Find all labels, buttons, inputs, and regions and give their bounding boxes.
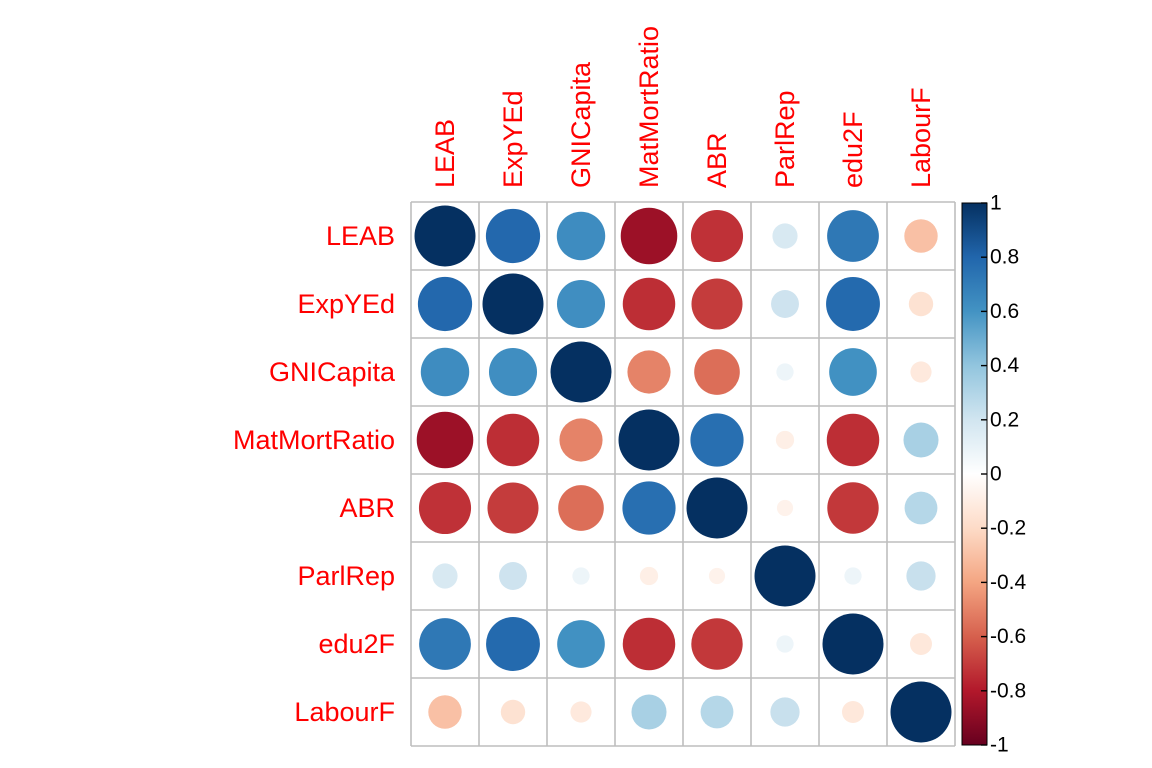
corr-circle-ParlRep-MatMortRatio bbox=[639, 566, 659, 586]
corr-circle-LEAB-MatMortRatio bbox=[620, 207, 678, 265]
corr-circle-GNICapita-GNICapita bbox=[550, 341, 612, 403]
corr-circle-ABR-MatMortRatio bbox=[622, 481, 676, 535]
corr-circle-MatMortRatio-ExpYEd bbox=[486, 413, 540, 467]
corr-circle-ParlRep-LEAB bbox=[432, 563, 458, 589]
row-label: LabourF bbox=[294, 697, 395, 727]
column-label: LEAB bbox=[430, 119, 460, 188]
row-label: GNICapita bbox=[269, 357, 396, 387]
corr-circle-ParlRep-edu2F bbox=[844, 567, 862, 585]
corr-circle-ExpYEd-LEAB bbox=[417, 276, 473, 332]
corr-circle-MatMortRatio-ABR bbox=[690, 413, 744, 467]
corr-circle-GNICapita-ABR bbox=[694, 349, 740, 395]
corr-circle-LabourF-MatMortRatio bbox=[631, 694, 667, 730]
corr-circle-ParlRep-GNICapita bbox=[572, 567, 590, 585]
corr-circle-ABR-LabourF bbox=[904, 491, 938, 525]
row-labels: LEAB ExpYEd GNICapita MatMortRatio ABR ParlRe… bbox=[233, 221, 396, 727]
corr-circle-LEAB-ExpYEd bbox=[485, 208, 541, 264]
legend-tick-label: 0.6 bbox=[990, 300, 1019, 323]
corr-circle-ABR-ParlRep bbox=[776, 499, 794, 517]
corr-circle-LabourF-ExpYEd bbox=[500, 699, 526, 725]
corr-circle-ParlRep-ABR bbox=[708, 567, 726, 585]
corr-circle-ExpYEd-GNICapita bbox=[556, 279, 606, 329]
corr-circle-ExpYEd-ParlRep bbox=[771, 290, 799, 318]
corr-circle-edu2F-MatMortRatio bbox=[622, 617, 676, 671]
corr-circle-ParlRep-LabourF bbox=[906, 561, 936, 591]
corr-circle-GNICapita-ExpYEd bbox=[488, 347, 538, 397]
corr-circle-LabourF-LabourF bbox=[890, 681, 952, 743]
row-label: ExpYEd bbox=[297, 289, 395, 319]
column-label: ExpYEd bbox=[498, 90, 528, 188]
corr-circle-GNICapita-edu2F bbox=[829, 348, 877, 396]
corr-circle-LabourF-GNICapita bbox=[570, 701, 592, 723]
legend-tick-label: -0.8 bbox=[990, 679, 1026, 702]
row-label: ParlRep bbox=[297, 561, 395, 591]
corr-circle-LabourF-ABR bbox=[700, 695, 734, 729]
corr-circle-MatMortRatio-LabourF bbox=[903, 422, 939, 458]
legend-tick-label: -0.4 bbox=[990, 571, 1027, 594]
corr-circle-GNICapita-MatMortRatio bbox=[627, 350, 671, 394]
corr-circle-ExpYEd-edu2F bbox=[826, 277, 880, 331]
row-label: edu2F bbox=[318, 629, 395, 659]
corr-circle-ABR-ExpYEd bbox=[487, 482, 539, 534]
column-label: ABR bbox=[702, 132, 732, 188]
legend-tick-label: -1 bbox=[990, 734, 1009, 757]
corr-circle-ParlRep-ParlRep bbox=[754, 545, 816, 607]
corr-circle-GNICapita-LabourF bbox=[910, 361, 932, 383]
corr-circle-LabourF-ParlRep bbox=[770, 697, 800, 727]
corr-circle-LabourF-LEAB bbox=[428, 695, 462, 729]
color-legend: 1 0.8 0.6 0.4 0.2 0 -0.2 -0.4 -0.6 -0.8 -1 bbox=[961, 192, 1027, 757]
corr-circle-ABR-LEAB bbox=[418, 481, 472, 535]
corr-circle-LEAB-LabourF bbox=[904, 219, 938, 253]
corr-circle-MatMortRatio-ParlRep bbox=[775, 430, 795, 450]
corr-circle-MatMortRatio-edu2F bbox=[826, 413, 880, 467]
corr-circle-ParlRep-ExpYEd bbox=[499, 562, 527, 590]
legend-tick-label: 1 bbox=[990, 192, 1002, 215]
grid-layer bbox=[410, 201, 956, 747]
corr-circle-edu2F-ExpYEd bbox=[486, 617, 540, 671]
column-label: ParlRep bbox=[770, 90, 800, 188]
corr-circle-ABR-GNICapita bbox=[558, 485, 604, 531]
corr-circle-edu2F-ParlRep bbox=[776, 635, 794, 653]
column-label: edu2F bbox=[838, 111, 868, 188]
column-label: LabourF bbox=[906, 87, 936, 188]
column-labels: LEAB ExpYEd GNICapita MatMortRatio ABR ParlRe… bbox=[430, 26, 936, 188]
corr-circle-edu2F-LabourF bbox=[910, 633, 932, 655]
corr-circle-MatMortRatio-LEAB bbox=[416, 411, 474, 469]
row-label: MatMortRatio bbox=[233, 425, 395, 455]
circle-layer bbox=[414, 205, 952, 743]
corr-circle-LEAB-GNICapita bbox=[556, 211, 606, 261]
corr-circle-edu2F-edu2F bbox=[822, 613, 884, 675]
legend-tick-label: 0.4 bbox=[990, 354, 1020, 377]
corr-circle-LEAB-ABR bbox=[690, 209, 744, 263]
column-label: MatMortRatio bbox=[634, 26, 664, 188]
corr-circle-GNICapita-ParlRep bbox=[776, 363, 794, 381]
corr-circle-MatMortRatio-GNICapita bbox=[559, 418, 603, 462]
corr-circle-LEAB-ParlRep bbox=[772, 223, 798, 249]
corr-circle-MatMortRatio-MatMortRatio bbox=[618, 409, 680, 471]
legend-tick-label: 0 bbox=[990, 463, 1002, 486]
corr-circle-edu2F-ABR bbox=[691, 618, 743, 670]
corr-circle-GNICapita-LEAB bbox=[420, 347, 470, 397]
legend-tick-label: -0.6 bbox=[990, 625, 1026, 648]
corr-circle-LabourF-edu2F bbox=[842, 701, 864, 723]
legend-tick-label: 0.8 bbox=[990, 246, 1019, 269]
corr-circle-ExpYEd-MatMortRatio bbox=[622, 277, 676, 331]
corr-circle-ExpYEd-ABR bbox=[691, 278, 743, 330]
corr-circle-ABR-ABR bbox=[686, 477, 748, 539]
column-label: GNICapita bbox=[566, 61, 596, 188]
corr-circle-ExpYEd-ExpYEd bbox=[482, 273, 544, 335]
corr-circle-edu2F-GNICapita bbox=[557, 620, 605, 668]
corr-circle-ABR-edu2F bbox=[827, 482, 879, 534]
legend-tick-label: -0.2 bbox=[990, 517, 1026, 540]
corr-circle-LEAB-LEAB bbox=[414, 205, 476, 267]
corr-circle-edu2F-LEAB bbox=[419, 618, 471, 670]
row-label: ABR bbox=[339, 493, 395, 523]
row-label: LEAB bbox=[326, 221, 395, 251]
corr-circle-LEAB-edu2F bbox=[827, 210, 879, 262]
legend-tick-label: 0.2 bbox=[990, 408, 1019, 431]
corr-circle-ExpYEd-LabourF bbox=[908, 291, 934, 317]
